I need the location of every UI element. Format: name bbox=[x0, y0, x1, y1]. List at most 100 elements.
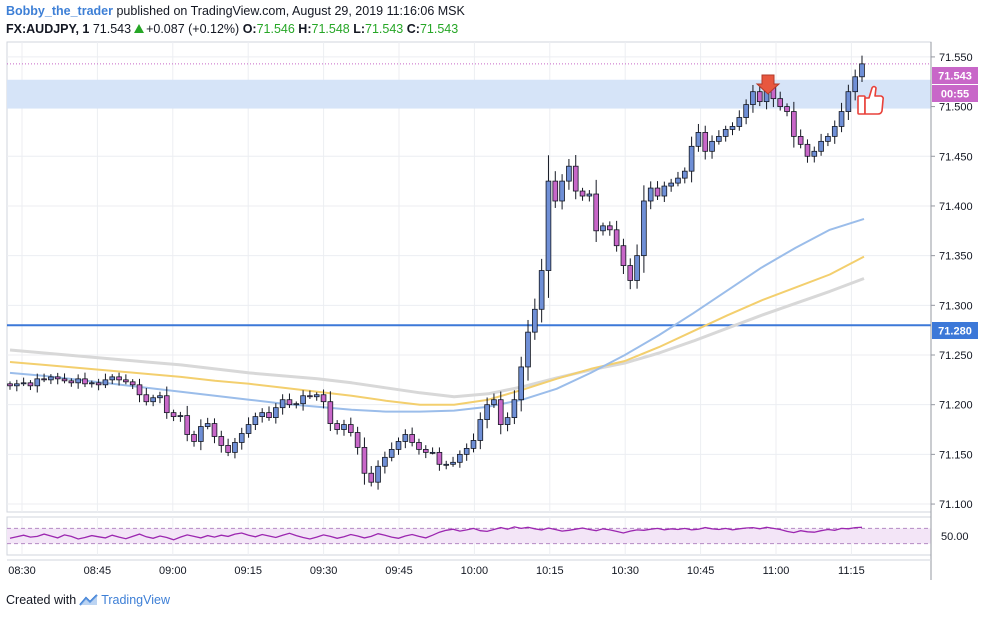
candle-body bbox=[518, 366, 524, 401]
candle-body bbox=[41, 378, 47, 381]
candle bbox=[450, 456, 456, 467]
candle-body bbox=[552, 180, 559, 202]
candle bbox=[613, 220, 620, 252]
candle bbox=[859, 55, 865, 82]
candle bbox=[34, 373, 41, 393]
candle-body bbox=[675, 177, 681, 184]
candle bbox=[245, 417, 252, 438]
candle-body bbox=[572, 165, 579, 192]
candle bbox=[177, 411, 184, 422]
candle bbox=[68, 378, 75, 387]
level-price-label: 71.280 bbox=[938, 326, 972, 338]
candle-body bbox=[375, 465, 381, 483]
candle bbox=[136, 378, 143, 403]
candle-body bbox=[300, 395, 306, 405]
price-change: +0.087 (+0.12%) bbox=[146, 22, 240, 36]
candle bbox=[88, 380, 95, 388]
rsi-pane bbox=[7, 526, 931, 545]
candle-body bbox=[791, 111, 797, 137]
candle bbox=[382, 451, 388, 474]
tradingview-brand[interactable]: TradingView bbox=[101, 593, 170, 607]
candle-body bbox=[620, 245, 627, 266]
thumbs-up-icon bbox=[857, 85, 885, 115]
candle bbox=[266, 406, 272, 421]
candle-body bbox=[450, 461, 456, 465]
candle bbox=[791, 101, 797, 148]
candle-body bbox=[777, 98, 784, 107]
candle bbox=[470, 433, 477, 453]
candle-body bbox=[218, 436, 225, 446]
candle bbox=[654, 181, 661, 200]
candle-body bbox=[831, 126, 838, 137]
candle-body bbox=[634, 255, 640, 281]
candle bbox=[41, 373, 47, 383]
time-tick-label: 10:30 bbox=[611, 565, 639, 577]
time-tick-label: 11:00 bbox=[763, 565, 790, 577]
time-tick-label: 09:45 bbox=[385, 565, 413, 577]
candle bbox=[354, 426, 361, 455]
candle-body bbox=[163, 395, 170, 414]
candle-body bbox=[750, 91, 756, 106]
candle-body bbox=[211, 423, 218, 437]
candle bbox=[341, 419, 347, 436]
low-value: 71.543 bbox=[365, 22, 404, 36]
candle-body bbox=[361, 447, 368, 474]
candle bbox=[586, 190, 593, 202]
candle-body bbox=[743, 104, 749, 118]
candle bbox=[743, 99, 749, 125]
candle-body bbox=[116, 376, 122, 381]
time-tick-label: 10:15 bbox=[536, 565, 564, 577]
close-value: 71.543 bbox=[419, 22, 459, 36]
candle-body bbox=[532, 308, 538, 333]
candle bbox=[511, 390, 518, 425]
candle-body bbox=[232, 442, 238, 453]
candle bbox=[279, 394, 286, 415]
candle bbox=[525, 319, 531, 381]
candle bbox=[429, 447, 436, 455]
up-triangle-icon bbox=[134, 24, 145, 33]
candle bbox=[14, 379, 20, 392]
symbol-name: FX:AUDJPY, 1 bbox=[6, 22, 90, 36]
candle bbox=[375, 460, 381, 490]
price-tick-label: 71.350 bbox=[939, 251, 973, 263]
candle-body bbox=[511, 399, 518, 419]
candle-body bbox=[566, 165, 572, 182]
candle-body bbox=[184, 415, 191, 435]
candle bbox=[668, 178, 674, 192]
candle bbox=[838, 102, 845, 133]
candle bbox=[695, 123, 702, 152]
candle bbox=[307, 390, 313, 399]
candle bbox=[661, 181, 668, 202]
candle-body bbox=[491, 399, 497, 406]
candle bbox=[238, 427, 245, 450]
candle-body bbox=[238, 433, 245, 443]
candle-body bbox=[722, 129, 729, 137]
candle-body bbox=[20, 382, 27, 385]
chart-grid bbox=[6, 41, 932, 556]
time-tick-label: 09:30 bbox=[310, 565, 338, 577]
candle bbox=[634, 244, 640, 289]
candle-body bbox=[559, 180, 565, 202]
candle-body bbox=[123, 379, 129, 383]
candle bbox=[463, 443, 470, 461]
candle bbox=[552, 171, 559, 208]
candle bbox=[736, 110, 743, 131]
candle-body bbox=[54, 376, 61, 380]
candle bbox=[436, 447, 443, 471]
candle bbox=[402, 429, 409, 449]
candle-body bbox=[600, 225, 606, 232]
candle-body bbox=[48, 376, 54, 381]
candle-body bbox=[702, 132, 709, 152]
candle bbox=[300, 390, 306, 411]
time-tick-label: 08:45 bbox=[84, 565, 112, 577]
candle-body bbox=[593, 193, 599, 232]
author-name[interactable]: Bobby_the_trader bbox=[6, 4, 113, 18]
low-label: L: bbox=[353, 22, 366, 36]
candle-body bbox=[845, 91, 852, 112]
candle-body bbox=[402, 434, 409, 442]
candle-body bbox=[320, 394, 327, 403]
time-tick-label: 10:45 bbox=[687, 565, 715, 577]
candle-body bbox=[157, 395, 163, 399]
candle bbox=[54, 372, 61, 385]
